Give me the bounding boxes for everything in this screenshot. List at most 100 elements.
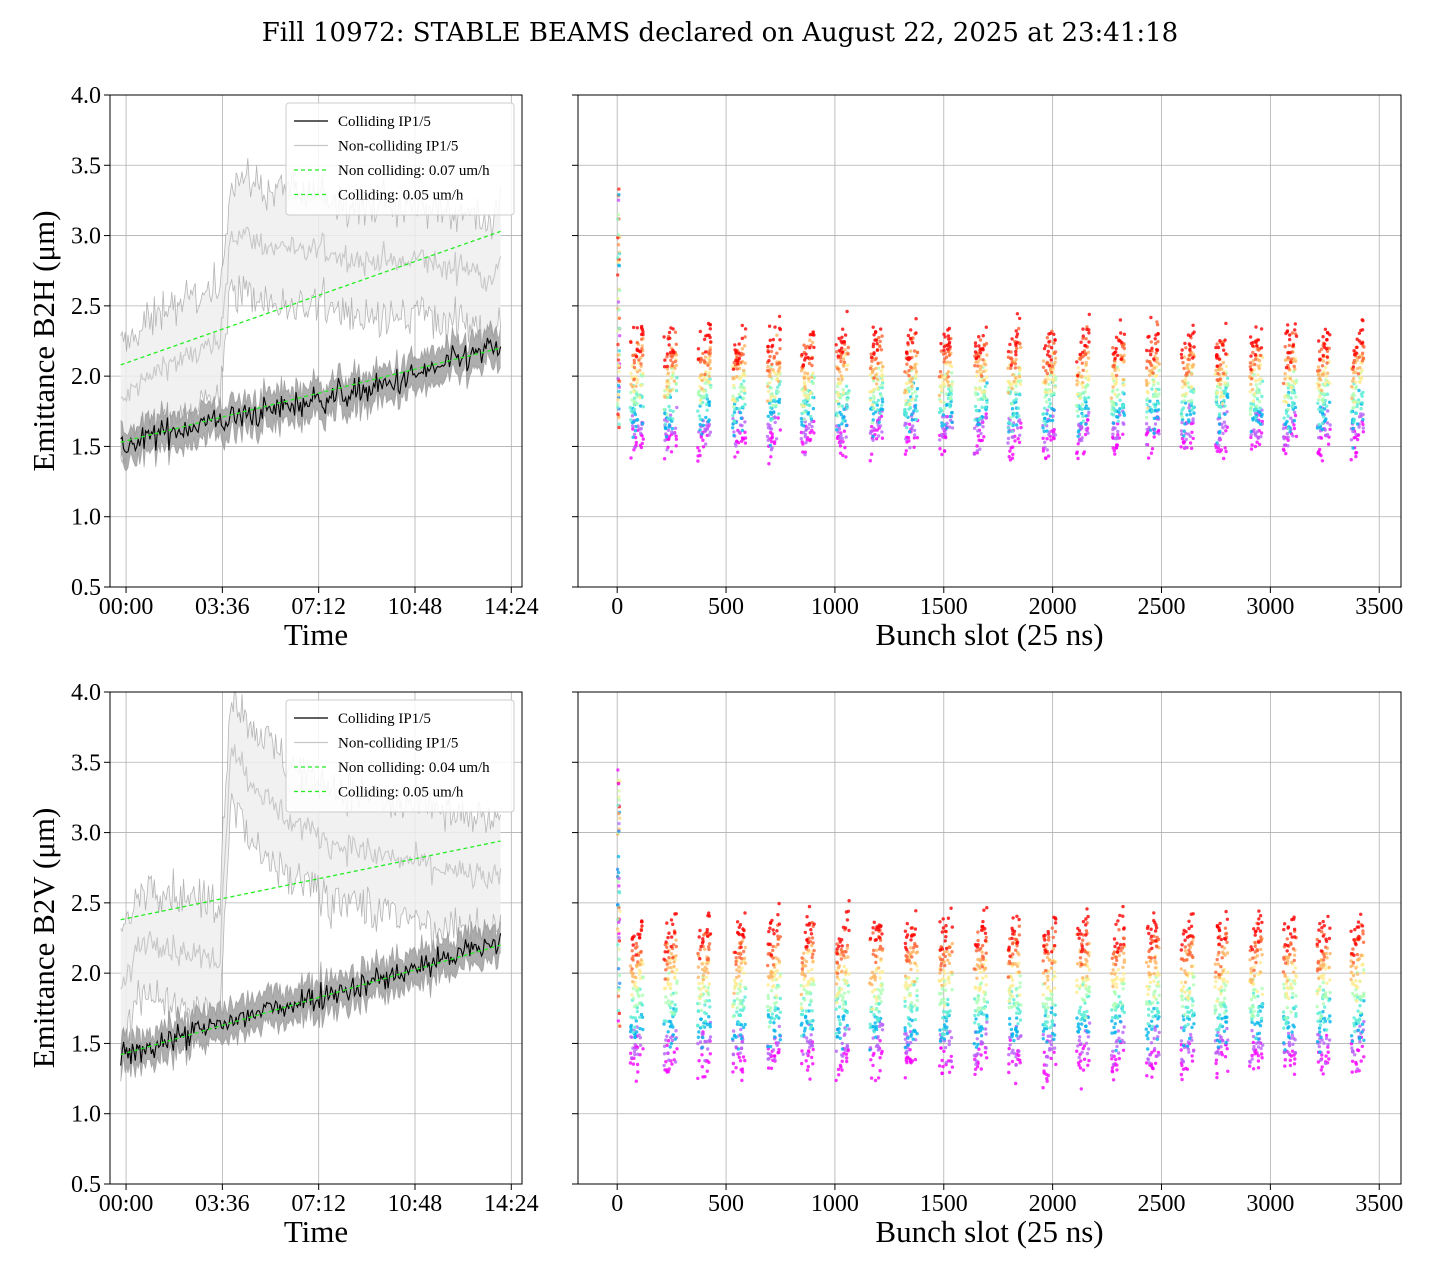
scatter-point [738,1059,743,1063]
scatter-point [630,993,634,997]
scatter-point [740,439,744,443]
scatter-point [937,375,942,379]
scatter-point [1087,340,1091,344]
scatter-point [1351,429,1355,434]
scatter-point [978,1010,982,1015]
scatter-point [912,428,917,433]
scatter-point [983,1050,988,1055]
scatter-point [868,936,873,941]
scatter-point [905,1055,910,1059]
scatter-point [915,409,919,413]
scatter-point [871,342,876,346]
scatter-point [1006,426,1011,430]
scatter-point [635,1009,640,1014]
scatter-point [617,308,621,312]
scatter-point [663,422,667,426]
scatter-point [914,317,918,321]
scatter-point [1214,368,1218,373]
scatter-point [1041,993,1046,997]
scatter-point [778,996,782,1001]
scatter-point [1328,423,1332,427]
scatter-point [1355,351,1359,355]
scatter-point [939,992,944,996]
scatter-point [706,1047,710,1051]
scatter-point [944,935,948,939]
scatter-point [946,997,950,1002]
scatter-point [618,981,622,985]
scatter-point [913,1057,918,1062]
scatter-point [769,455,773,459]
scatter-point [876,927,881,932]
scatter-point [669,952,674,956]
scatter-point [940,1071,944,1075]
scatter-point [946,380,950,384]
scatter-point [950,950,954,954]
scatter-point [1048,414,1053,418]
scatter-point [635,402,640,406]
scatter-point [805,944,809,949]
scatter-point [1015,312,1020,316]
scatter-point [704,423,709,428]
scatter-point [1016,1036,1020,1041]
scatter-point [944,392,949,396]
scatter-point [665,384,669,389]
scatter-point [810,428,814,433]
scatter-point [809,390,813,395]
scatter-point [1081,380,1085,385]
legend-box [285,699,515,813]
scatter-point [1153,374,1158,379]
scatter-point [979,1025,984,1029]
scatter-point [1255,397,1260,401]
scatter-point [616,353,620,357]
scatter-point [1150,387,1154,391]
scatter-point [1110,408,1114,412]
scatter-point [1252,409,1257,413]
scatter-point [975,370,979,374]
scatter-point [769,953,773,957]
scatter-point [801,1052,805,1057]
scatter-point [1084,337,1088,341]
scatter-point [639,958,643,962]
scatter-point [1248,365,1253,369]
scatter-point [628,405,632,410]
scatter-point [1007,1052,1011,1057]
scatter-point [668,1045,672,1049]
scatter-point [842,429,847,433]
scatter-point [909,379,913,383]
scatter-point [810,1055,814,1060]
scatter-point [1147,425,1151,430]
scatter-point [698,996,702,1001]
scatter-point [617,812,621,816]
scatter-point [768,423,772,428]
scatter-point [663,1068,667,1072]
scatter-point [943,950,947,954]
scatter-point [983,939,988,943]
scatter-point [703,947,707,951]
scatter-point [1110,1008,1114,1012]
scatter-point [912,445,916,449]
scatter-point [632,377,637,381]
scatter-point [708,430,713,434]
scatter-point [634,395,638,399]
scatter-point [1111,346,1115,350]
scatter-point [1145,406,1150,410]
scatter-point [904,986,908,990]
x-tick-label: 14:24 [484,1191,539,1217]
scatter-point [1155,415,1160,420]
scatter-point [1019,345,1023,350]
scatter-point [1316,365,1321,369]
scatter-point [1113,382,1118,387]
scatter-point [837,393,841,397]
scatter-point [1084,929,1089,933]
scatter-point [672,960,676,964]
scatter-point [1049,1043,1054,1047]
scatter-point [1286,323,1290,327]
scatter-point [979,928,984,932]
scatter-point [1042,1005,1047,1010]
scatter-point [1017,924,1021,928]
scatter-point [1017,961,1021,965]
scatter-point [701,967,705,972]
scatter-point [1049,1034,1053,1038]
scatter-point [740,347,745,351]
scatter-point [842,415,846,419]
